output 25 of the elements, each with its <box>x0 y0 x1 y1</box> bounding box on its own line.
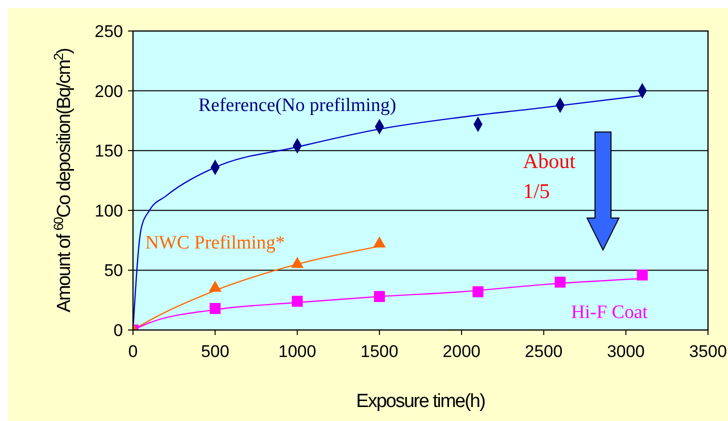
series-label: Reference(No prefilming) <box>198 95 396 116</box>
x-tick-label: 0 <box>128 342 138 362</box>
y-tick-label: 250 <box>94 22 123 42</box>
x-tick-label: 2500 <box>524 342 563 362</box>
annotation: About 1/5 <box>523 149 576 203</box>
x-axis-title: Exposure time(h) <box>356 391 486 412</box>
y-tick-label: 150 <box>94 142 123 161</box>
y-tick-label: 100 <box>94 201 123 220</box>
series-label: NWC Prefilming* <box>145 232 286 254</box>
x-tick-label: 3500 <box>689 342 727 362</box>
y-tick-label: 50 <box>104 261 123 280</box>
x-tick-label: 1000 <box>278 342 316 362</box>
x-tick-label: 3000 <box>606 342 645 362</box>
point <box>554 276 566 288</box>
point <box>210 302 221 314</box>
y-tick-label: 200 <box>94 82 123 101</box>
point <box>636 270 648 280</box>
point <box>292 296 303 307</box>
x-tick-label: 1500 <box>360 342 398 362</box>
point <box>374 291 385 302</box>
x-tick-label: 2000 <box>442 342 480 362</box>
y-tick-label: 0 <box>114 321 123 340</box>
x-tick-label: 500 <box>200 342 230 362</box>
point <box>472 286 484 298</box>
series-label: Hi-F Coat <box>571 302 648 324</box>
